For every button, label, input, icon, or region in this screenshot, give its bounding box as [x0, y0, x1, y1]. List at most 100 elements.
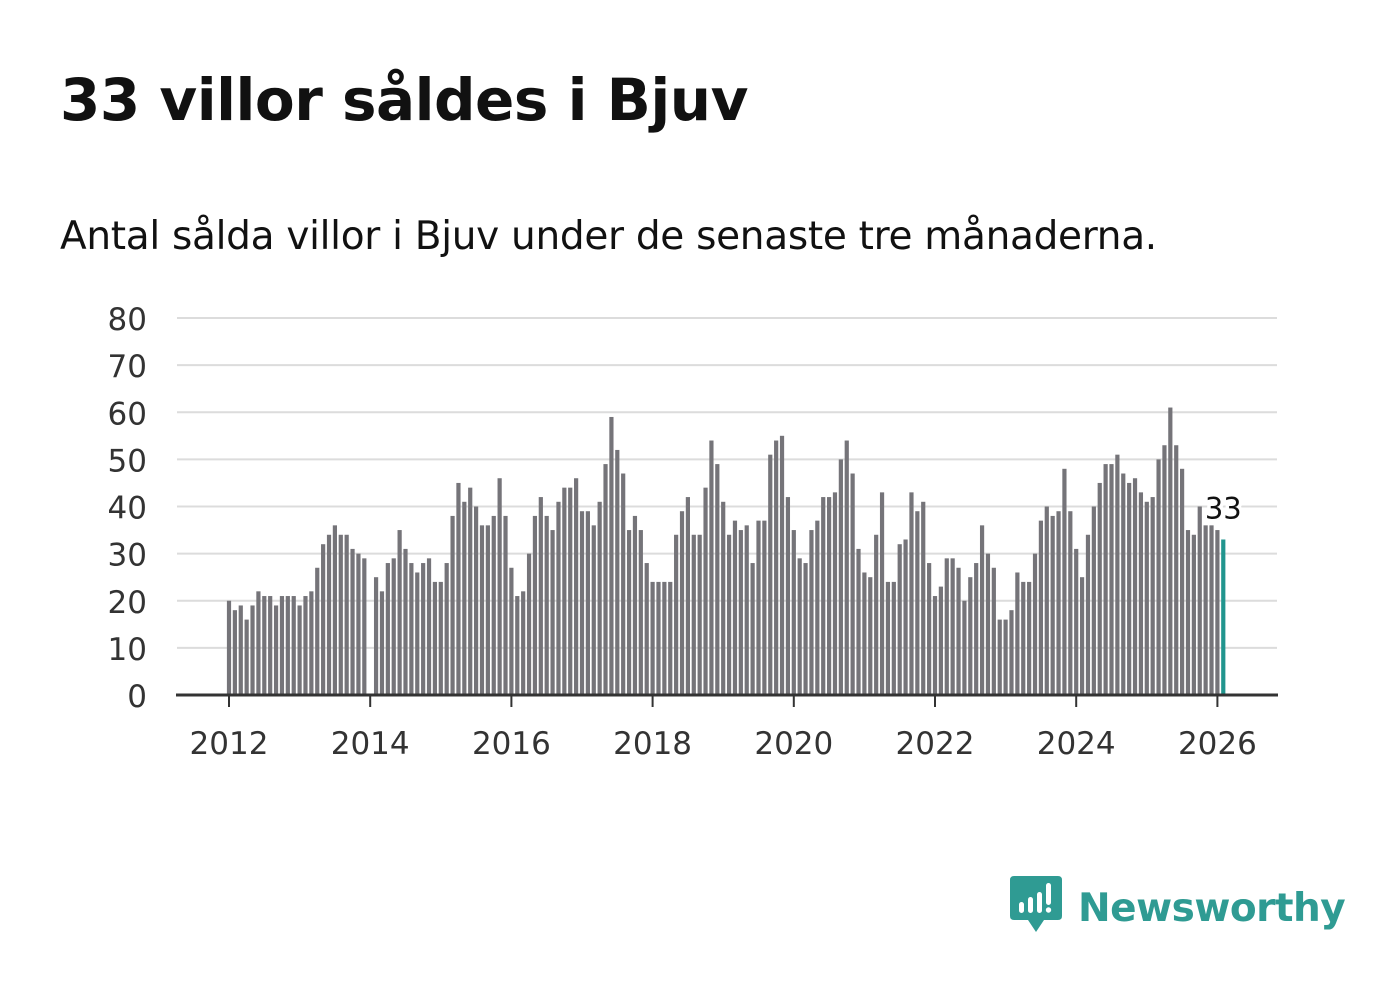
bar	[391, 558, 396, 695]
bar	[827, 497, 832, 695]
bar	[1027, 581, 1032, 695]
bar	[1121, 473, 1126, 695]
bar	[426, 558, 432, 695]
bar	[897, 544, 902, 695]
bar	[785, 497, 791, 695]
bar	[238, 605, 243, 695]
bar	[315, 567, 320, 695]
bar	[903, 539, 908, 695]
bar	[932, 596, 938, 695]
bar	[944, 558, 949, 695]
bar	[979, 525, 985, 695]
bars	[226, 407, 1226, 696]
bar	[1097, 482, 1102, 695]
bar	[597, 501, 602, 695]
bar	[679, 511, 685, 695]
bar	[338, 534, 343, 695]
bar	[879, 492, 885, 695]
bar	[791, 530, 796, 695]
bar	[1068, 511, 1073, 695]
bar	[356, 553, 361, 696]
bar	[556, 501, 561, 695]
bar	[756, 520, 761, 695]
bar	[279, 596, 285, 695]
bar	[1150, 497, 1155, 695]
bar	[1180, 468, 1185, 695]
bar	[950, 558, 955, 695]
bar	[626, 530, 632, 695]
bar	[1209, 525, 1214, 695]
last-value-label: 33	[1205, 491, 1242, 525]
bar	[1091, 506, 1096, 695]
x-tick-label: 2014	[331, 726, 410, 762]
y-tick-label: 70	[108, 349, 147, 385]
y-tick-label: 50	[108, 443, 147, 479]
bar	[462, 501, 467, 695]
bar	[538, 497, 543, 695]
bar	[1015, 572, 1020, 695]
y-tick-label: 20	[108, 585, 147, 621]
bar	[956, 567, 961, 695]
bar	[774, 440, 779, 695]
bar	[762, 520, 767, 695]
bar	[1009, 610, 1014, 695]
bar	[779, 435, 785, 695]
x-tick-label: 2018	[613, 726, 692, 762]
bar	[732, 520, 738, 695]
bar	[721, 501, 726, 695]
y-axis-labels: 0 10 20 30 40 50 60 70 80	[108, 302, 147, 715]
bar	[1221, 539, 1226, 695]
chart-title: 33 villor såldes i Bjuv	[60, 66, 748, 134]
bar	[868, 577, 873, 695]
bar	[585, 511, 590, 695]
bar	[1021, 581, 1026, 695]
bar	[638, 530, 643, 695]
bar	[744, 525, 749, 695]
bar	[403, 548, 408, 695]
bar	[256, 591, 261, 695]
bar	[568, 487, 573, 695]
bar	[526, 553, 532, 696]
bar	[432, 581, 438, 695]
bar	[485, 525, 490, 695]
bar	[915, 511, 920, 695]
bar	[650, 581, 655, 695]
bar	[509, 567, 514, 695]
bar	[885, 581, 891, 695]
bar	[491, 515, 496, 695]
bar	[685, 497, 690, 695]
bar	[497, 478, 502, 695]
bar	[515, 596, 520, 695]
bar	[874, 534, 879, 695]
bar	[821, 497, 826, 695]
bar	[738, 530, 743, 695]
bar	[474, 506, 479, 695]
newsworthy-logo: Newsworthy	[1010, 876, 1346, 940]
newsworthy-logo-icon	[1010, 876, 1062, 932]
bar	[850, 473, 855, 695]
bar	[703, 487, 708, 695]
bar	[1044, 506, 1049, 695]
x-tick-label: 2026	[1178, 726, 1257, 762]
bar	[503, 515, 508, 695]
bar	[1156, 459, 1161, 696]
bar	[750, 563, 755, 695]
bar	[379, 591, 385, 695]
bar	[844, 440, 849, 695]
bar	[332, 525, 337, 695]
y-tick-label: 0	[127, 679, 147, 715]
bar	[574, 478, 579, 695]
x-axis: 2012 2014 2016 2018 2020 2022 2024 2026	[176, 693, 1278, 762]
bar	[815, 520, 820, 695]
bar	[1185, 530, 1191, 695]
bar	[309, 591, 314, 695]
bar	[1085, 534, 1091, 695]
bar	[232, 610, 237, 695]
bar	[262, 596, 267, 695]
bar	[1174, 445, 1179, 695]
brand-name: Newsworthy	[1078, 885, 1346, 931]
bar	[268, 596, 273, 695]
bar	[1215, 530, 1220, 695]
bar	[456, 482, 461, 695]
